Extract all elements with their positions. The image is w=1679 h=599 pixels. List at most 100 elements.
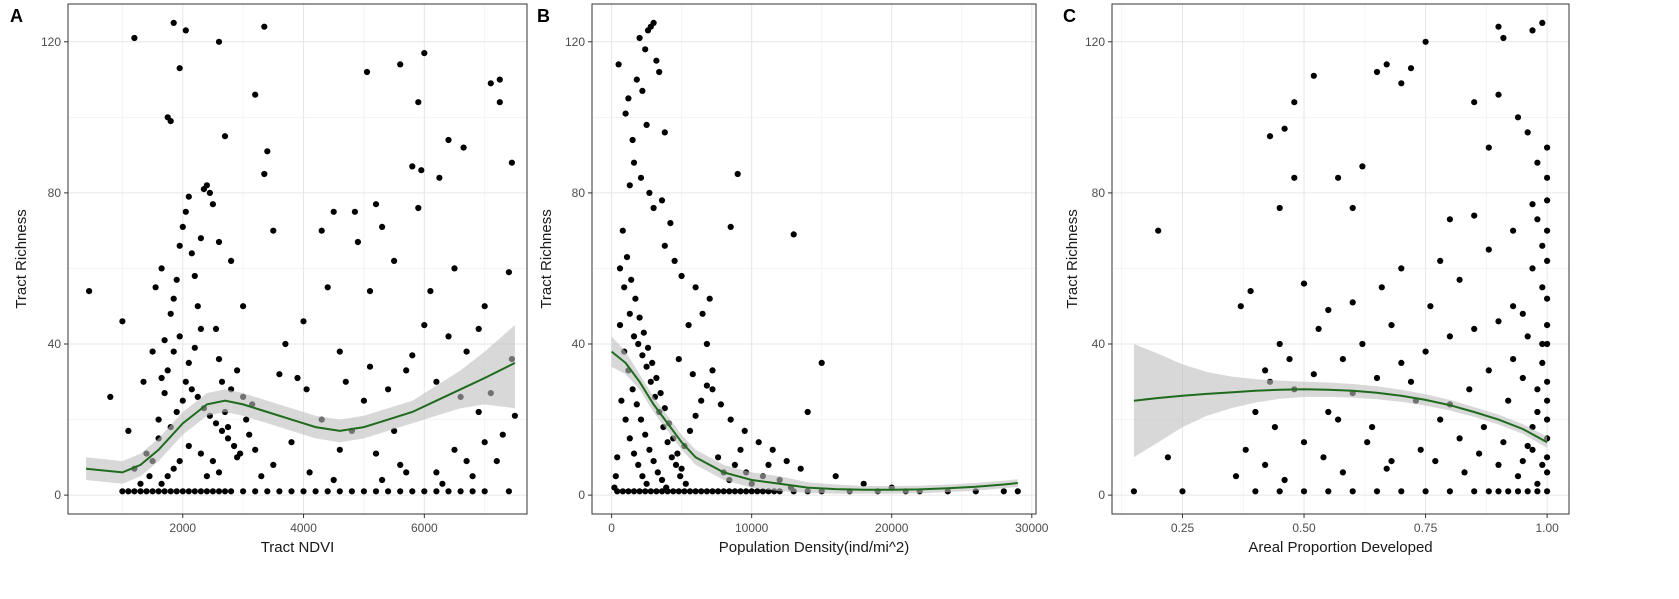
data-point [860, 480, 867, 487]
data-point [218, 427, 226, 434]
y-tick-label: 80 [1092, 186, 1106, 200]
data-point [1407, 65, 1415, 72]
data-point [1534, 386, 1541, 393]
data-point [1534, 159, 1541, 166]
data-point [675, 488, 682, 495]
data-point [1383, 61, 1390, 68]
data-point [1510, 356, 1517, 363]
data-point [717, 401, 725, 408]
smooth-line [85, 362, 516, 474]
data-point [703, 488, 711, 495]
data-point [276, 371, 283, 378]
data-point [206, 189, 213, 196]
y-tick-label: 120 [1085, 35, 1105, 49]
data-point [1524, 333, 1531, 340]
data-point [639, 473, 646, 480]
data-point [1427, 303, 1434, 310]
y-axis-title: Tract Richness [538, 209, 555, 308]
data-point [639, 352, 646, 359]
data-point [209, 201, 216, 208]
data-point [433, 469, 440, 476]
data-point [681, 488, 688, 495]
data-point [1242, 446, 1249, 453]
data-point [1262, 461, 1269, 468]
data-point [783, 458, 790, 465]
data-point [698, 397, 705, 404]
data-point [1471, 212, 1478, 219]
data-point [686, 427, 694, 434]
x-tick-label: 0.50 [1292, 521, 1316, 535]
data-point [699, 310, 706, 317]
data-point [1519, 458, 1526, 465]
plot-background [592, 4, 1036, 514]
data-point [409, 352, 416, 359]
data-point [1359, 163, 1366, 170]
data-point [276, 488, 283, 495]
data-point [360, 488, 367, 495]
x-tick-label: 1.00 [1535, 521, 1559, 535]
data-point [261, 170, 268, 178]
data-point [1286, 356, 1293, 363]
data-point [155, 488, 162, 495]
data-point [391, 257, 398, 264]
data-point [149, 348, 156, 355]
data-point [481, 303, 488, 310]
data-point [650, 19, 657, 26]
data-point [330, 208, 337, 215]
data-point [755, 439, 762, 446]
data-point [231, 442, 238, 450]
data-point [646, 446, 653, 453]
data-point [1539, 359, 1546, 366]
data-point [1485, 488, 1492, 495]
data-point [224, 424, 232, 431]
data-point [270, 461, 277, 468]
data-point [451, 446, 458, 453]
data-point [372, 201, 380, 208]
data-point [653, 374, 660, 382]
data-point [653, 57, 660, 64]
data-point [212, 325, 220, 332]
data-point [626, 182, 633, 189]
data-point [1495, 488, 1502, 495]
data-point [312, 488, 319, 495]
data-point [324, 284, 331, 291]
data-point [330, 476, 337, 484]
data-point [1544, 340, 1551, 348]
data-point [661, 129, 668, 136]
data-point [475, 325, 482, 332]
data-point [647, 488, 654, 495]
data-point [185, 193, 192, 200]
data-point [633, 76, 640, 83]
data-point [1164, 454, 1171, 461]
data-point [185, 359, 192, 366]
data-point [635, 461, 642, 468]
data-point [658, 476, 666, 484]
data-layer [1130, 19, 1551, 495]
data-point [643, 363, 650, 370]
data-point [1510, 303, 1517, 310]
data-point [1325, 408, 1332, 416]
data-point [682, 480, 689, 487]
data-point [1505, 397, 1512, 404]
data-layer [610, 19, 1021, 495]
data-point [457, 488, 464, 495]
data-point [678, 465, 685, 472]
data-point [360, 397, 367, 404]
data-point [1514, 473, 1522, 480]
data-point [1544, 174, 1551, 181]
data-point [622, 110, 629, 117]
plot-frame [591, 3, 1037, 515]
data-point [221, 133, 229, 140]
data-point [818, 359, 825, 366]
data-point [626, 435, 633, 442]
data-point [119, 318, 126, 325]
data-point [460, 144, 467, 151]
data-point [403, 469, 410, 476]
data-point [734, 170, 741, 178]
data-point [372, 450, 380, 457]
y-tick-label: 40 [572, 337, 586, 351]
data-point [228, 488, 235, 495]
data-point [433, 378, 440, 385]
data-point [1335, 174, 1342, 181]
data-point [1300, 488, 1308, 495]
